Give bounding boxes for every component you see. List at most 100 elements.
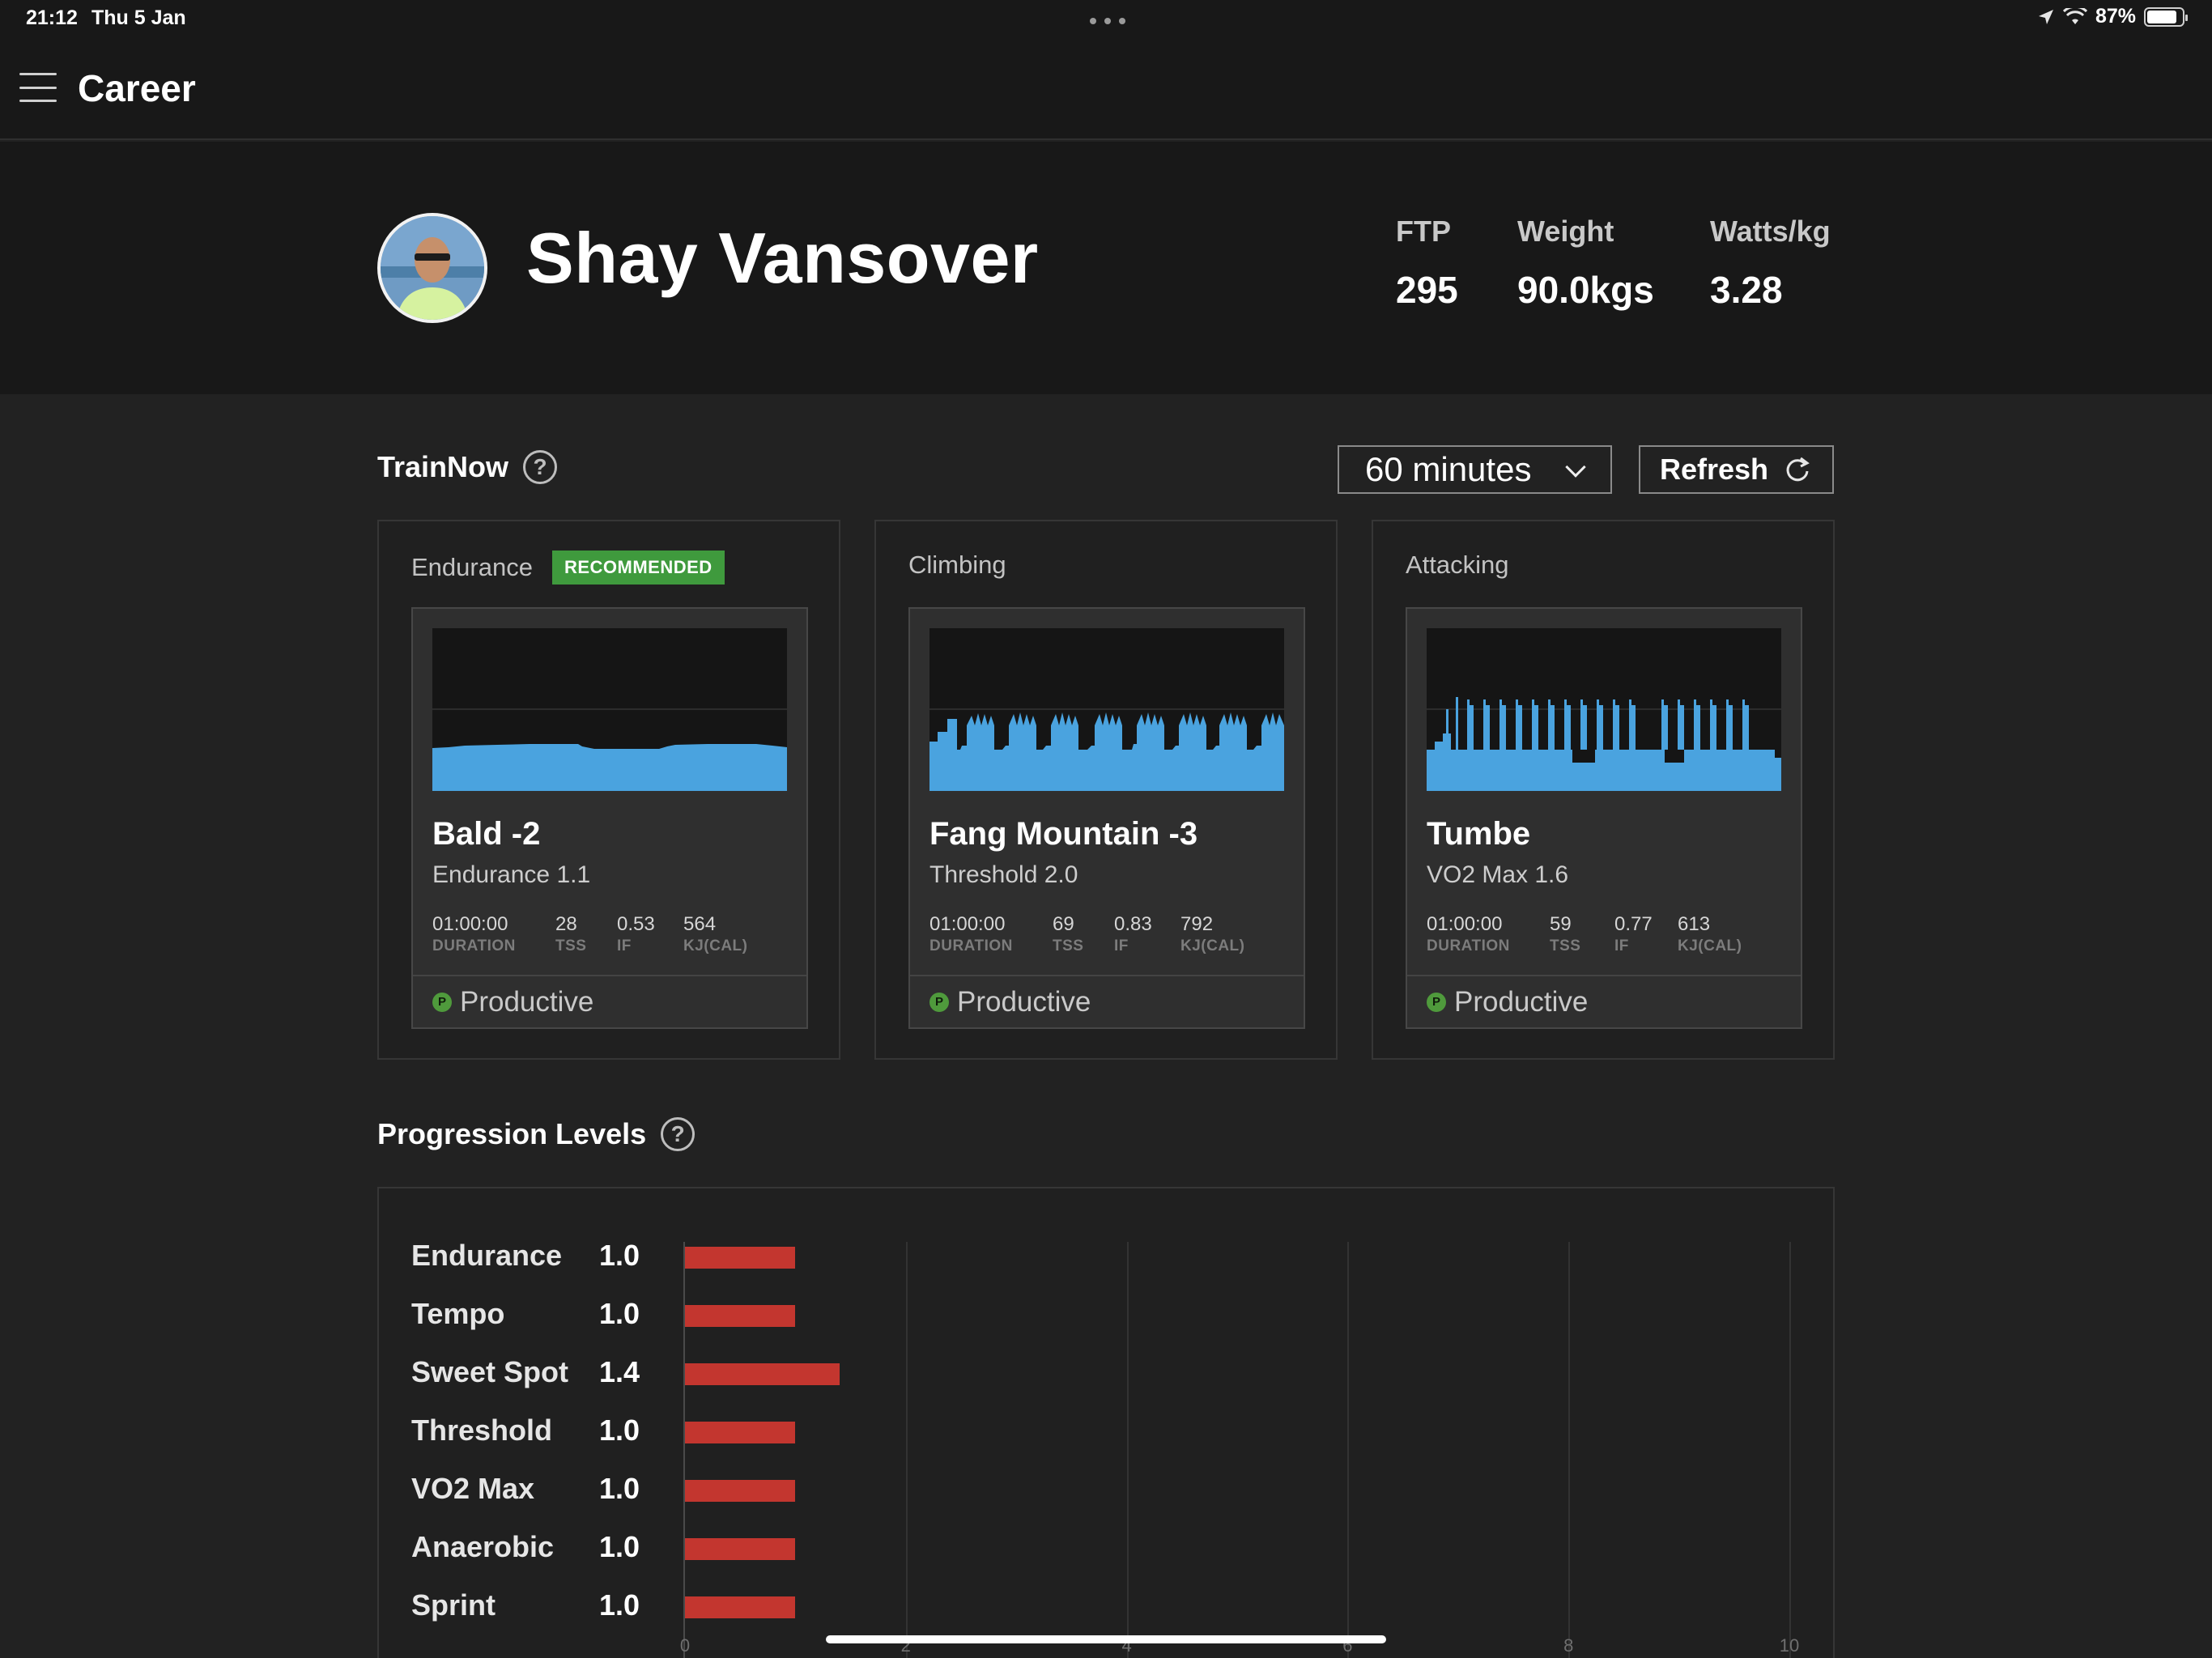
metric-value: 0.83 (1114, 913, 1152, 935)
metric-tss: 28 TSS (555, 913, 617, 955)
section-title: Progression Levels (377, 1117, 647, 1150)
level-label: Anaerobic (411, 1530, 555, 1563)
metric-value: 0.77 (1614, 913, 1653, 935)
category-label: Climbing (908, 551, 1006, 579)
stat-watts-per-kg: Watts/kg 3.28 (1710, 215, 1831, 312)
battery-percent: 87% (2095, 5, 2136, 28)
axis-tick-label: 0 (679, 1635, 691, 1656)
level-value: 1.0 (599, 1588, 640, 1622)
grid-line (905, 1242, 908, 1658)
workout-name: Bald -2 (432, 816, 541, 852)
level-label: Threshold (411, 1414, 553, 1447)
workout-metrics: 01:00:00 DURATION 59 TSS 0.77 IF 613 KJ(CAL) (1427, 913, 1742, 955)
level-bar (685, 1305, 796, 1327)
grid-line (1347, 1242, 1350, 1658)
level-value: 1.0 (599, 1530, 640, 1563)
workout-tile[interactable]: Tumbe VO2 Max 1.6 01:00:00 DURATION 59 TSS… (1406, 607, 1802, 1029)
metric-label: KJ(CAL) (1678, 937, 1742, 954)
workout-level: VO2 Max 1.6 (1427, 861, 1569, 888)
workout-card-endurance[interactable]: Endurance RECOMMENDED Bald -2 Endurance … (377, 520, 840, 1060)
wifi-icon (2062, 7, 2087, 24)
refresh-button[interactable]: Refresh (1639, 445, 1834, 494)
level-value: 1.4 (599, 1355, 640, 1388)
metric-label: TSS (555, 937, 587, 954)
multitasking-dots-icon[interactable] (1090, 18, 1125, 24)
level-label: Sweet Spot (411, 1355, 569, 1388)
level-value: 1.0 (599, 1414, 640, 1447)
metric-duration: 01:00:00 DURATION (929, 913, 1053, 955)
level-value: 1.0 (599, 1297, 640, 1330)
stat-ftp: FTP 295 (1396, 215, 1458, 312)
workout-level: Threshold 2.0 (929, 861, 1078, 888)
user-name: Shay Vansover (526, 218, 1039, 298)
battery-icon (2144, 6, 2188, 27)
category-label: Attacking (1406, 551, 1509, 579)
hamburger-menu-icon[interactable] (19, 73, 57, 102)
stat-weight: Weight 90.0kgs (1517, 215, 1654, 312)
axis-tick-label: 8 (1563, 1635, 1574, 1656)
duration-select[interactable]: 60 minutes (1338, 445, 1612, 494)
metric-label: TSS (1550, 937, 1581, 954)
axis-tick-label: 10 (1779, 1635, 1800, 1656)
workout-level: Endurance 1.1 (432, 861, 591, 888)
workout-metrics: 01:00:00 DURATION 69 TSS 0.83 IF 792 KJ(CAL) (929, 913, 1245, 955)
level-label: VO2 Max (411, 1472, 535, 1505)
metric-if: 0.53 IF (617, 913, 683, 955)
workout-card-climbing[interactable]: Climbing Fang Mountain -3 Threshold 2.0 … (874, 520, 1338, 1060)
card-category: Attacking (1406, 551, 1509, 580)
help-icon[interactable]: ? (523, 450, 558, 484)
grid-line (1568, 1242, 1571, 1658)
metric-label: KJ(CAL) (1180, 937, 1245, 954)
recommended-badge: RECOMMENDED (551, 551, 725, 585)
metric-label: IF (1114, 937, 1129, 954)
progression-chart: 0 2 4 6 8 10 Endurance 1.0 Tempo 1.0 Sweet Spot 1.4… (377, 1187, 1835, 1658)
workout-tile[interactable]: Fang Mountain -3 Threshold 2.0 01:00:00 D… (908, 607, 1305, 1029)
status-time: 21:12 (26, 6, 78, 29)
metric-label: IF (1614, 937, 1629, 954)
card-category: Climbing (908, 551, 1006, 580)
stat-value: 90.0kgs (1517, 269, 1654, 311)
workout-status: Productive (1454, 985, 1589, 1018)
metric-label: IF (617, 937, 632, 954)
progression-heading: Progression Levels ? (377, 1117, 696, 1151)
level-bar (685, 1422, 796, 1443)
metric-value: 792 (1180, 913, 1214, 935)
category-label: Endurance (411, 553, 533, 581)
metric-label: KJ(CAL) (683, 937, 748, 954)
avatar[interactable] (377, 213, 487, 323)
productive-icon: P (1427, 992, 1446, 1012)
metric-tss: 59 TSS (1550, 913, 1614, 955)
card-footer: P Productive (910, 975, 1304, 1027)
section-title: TrainNow (377, 450, 509, 483)
profile-header: Shay Vansover FTP 295 Weight 90.0kgs Wat… (0, 142, 2212, 394)
workout-tile[interactable]: Bald -2 Endurance 1.1 01:00:00 DURATION 2… (411, 607, 808, 1029)
stat-label: FTP (1396, 215, 1451, 248)
metric-value: 613 (1678, 913, 1711, 935)
level-bar (685, 1596, 796, 1618)
metric-value: 28 (555, 913, 577, 935)
workout-card-attacking[interactable]: Attacking (1372, 520, 1835, 1060)
grid-line (1789, 1242, 1791, 1658)
metric-kj: 613 KJ(CAL) (1678, 913, 1742, 955)
level-label: Tempo (411, 1297, 505, 1330)
metric-if: 0.77 IF (1614, 913, 1678, 955)
refresh-label: Refresh (1660, 453, 1769, 486)
productive-icon: P (929, 992, 949, 1012)
metric-value: 01:00:00 (432, 913, 508, 935)
metric-label: DURATION (929, 937, 1013, 954)
metric-value: 564 (683, 913, 717, 935)
stat-label: Weight (1517, 215, 1614, 248)
card-footer: P Productive (1407, 975, 1801, 1027)
metric-value: 59 (1550, 913, 1572, 935)
help-icon[interactable]: ? (661, 1117, 696, 1151)
metric-duration: 01:00:00 DURATION (1427, 913, 1550, 955)
page-title: Career (78, 67, 196, 109)
workout-profile-chart (1427, 628, 1781, 791)
metric-if: 0.83 IF (1114, 913, 1180, 955)
grid-line (1126, 1242, 1129, 1658)
chevron-down-icon (1565, 457, 1586, 478)
workout-profile-chart (432, 628, 787, 791)
metric-duration: 01:00:00 DURATION (432, 913, 555, 955)
status-indicators: 87% (2037, 5, 2188, 28)
home-indicator[interactable] (826, 1635, 1386, 1643)
